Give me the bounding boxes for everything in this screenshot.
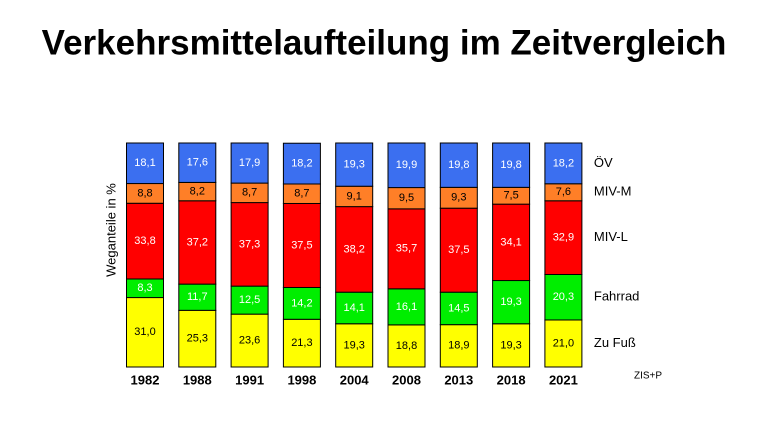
- x-tick-label: 2013: [444, 372, 473, 387]
- value-label: 18,8: [396, 340, 417, 352]
- value-label: 25,3: [187, 333, 208, 345]
- bar-segment: [439, 142, 478, 188]
- bar-segment: [492, 280, 531, 325]
- value-label: 35,7: [396, 243, 417, 255]
- value-label: 18,1: [134, 157, 155, 169]
- value-label: 12,5: [239, 294, 260, 306]
- value-label: 20,3: [553, 291, 574, 303]
- bar-segment: [335, 206, 374, 293]
- x-tick-label: 2018: [497, 372, 526, 387]
- legend-label: ÖV: [594, 155, 613, 170]
- value-label: 21,3: [291, 337, 312, 349]
- y-axis-label: Weganteile in %: [103, 183, 118, 277]
- legend-label: MIV-M: [594, 184, 632, 199]
- bar-segment: [439, 291, 478, 326]
- value-label: 8,8: [137, 187, 152, 199]
- value-label: 38,2: [343, 243, 364, 255]
- bar-segment: [492, 142, 531, 188]
- bar-segment: [335, 142, 374, 187]
- source: ZIS+P: [634, 371, 662, 382]
- value-label: 8,2: [190, 186, 205, 198]
- value-label: 14,5: [448, 302, 469, 314]
- value-label: 37,5: [291, 239, 312, 251]
- value-label: 8,7: [294, 188, 309, 200]
- value-label: 37,3: [239, 238, 260, 250]
- bar-segment: [282, 286, 321, 320]
- value-label: 8,7: [242, 187, 257, 199]
- x-tick-label: 2021: [549, 372, 578, 387]
- bar-segment: [230, 142, 269, 184]
- bar-segment: [439, 207, 478, 293]
- x-tick-label: 2008: [392, 372, 421, 387]
- bar-segment: [282, 202, 321, 288]
- value-label: 16,1: [396, 301, 417, 313]
- bar-segment: [387, 208, 426, 290]
- value-label: 33,8: [134, 235, 155, 247]
- value-label: 21,0: [553, 337, 574, 349]
- bar-segment: [230, 285, 269, 315]
- value-label: 19,3: [500, 296, 521, 308]
- value-label: 14,2: [291, 297, 312, 309]
- value-label: 32,9: [553, 232, 574, 244]
- value-label: 31,0: [134, 326, 155, 338]
- value-label: 19,3: [343, 339, 364, 351]
- value-label: 7,5: [503, 190, 518, 202]
- value-label: 37,2: [187, 236, 208, 248]
- bar-segment: [387, 142, 426, 189]
- bar-segment: [492, 323, 531, 368]
- value-label: 19,3: [500, 339, 521, 351]
- value-label: 37,5: [448, 244, 469, 256]
- value-label: 19,9: [396, 159, 417, 171]
- value-label: 19,8: [500, 159, 521, 171]
- x-tick-label: 1982: [131, 372, 160, 387]
- value-label: 34,1: [500, 236, 521, 248]
- value-label: 17,9: [239, 157, 260, 169]
- bar-segment: [544, 273, 583, 321]
- bar-segment: [282, 318, 321, 368]
- value-label: 18,2: [553, 157, 574, 169]
- chart-title: Verkehrsmittelaufteilung im Zeitvergleic…: [42, 23, 727, 62]
- value-label: 14,1: [343, 302, 364, 314]
- x-tick-label: 2004: [340, 372, 370, 387]
- bar-segment: [178, 200, 217, 285]
- value-label: 9,3: [451, 192, 466, 204]
- value-label: 18,9: [448, 340, 469, 352]
- value-label: 19,8: [448, 159, 469, 171]
- bar-segment: [544, 142, 583, 185]
- bar-segment: [387, 324, 426, 368]
- legend-label: Zu Fuß: [594, 335, 636, 350]
- value-label: 7,6: [556, 186, 571, 198]
- bar-segment: [126, 142, 164, 185]
- legend-label: Fahrrad: [594, 289, 640, 304]
- bar-segment: [230, 202, 269, 287]
- bar-segment: [282, 142, 321, 185]
- bar-segment: [230, 313, 269, 368]
- x-tick-label: 1988: [183, 372, 212, 387]
- bar-segment: [335, 291, 374, 325]
- value-label: 17,6: [187, 157, 208, 169]
- x-tick-label: 1991: [235, 372, 264, 387]
- x-tick-label: 1998: [287, 372, 316, 387]
- value-label: 9,1: [347, 190, 362, 202]
- bar-segment: [178, 142, 217, 183]
- bar-segment: [544, 200, 583, 275]
- bar-segment: [126, 297, 164, 368]
- value-label: 18,2: [291, 158, 312, 170]
- bar-segment: [492, 203, 531, 282]
- bar-segment: [178, 283, 217, 311]
- bar-segment: [439, 324, 478, 368]
- value-label: 19,3: [343, 159, 364, 171]
- value-label: 8,3: [137, 282, 152, 294]
- legend-label: MIV-L: [594, 229, 628, 244]
- value-label: 11,7: [187, 291, 208, 303]
- bar-segment: [335, 323, 374, 368]
- value-label: 23,6: [239, 334, 260, 346]
- value-label: 9,5: [399, 192, 414, 204]
